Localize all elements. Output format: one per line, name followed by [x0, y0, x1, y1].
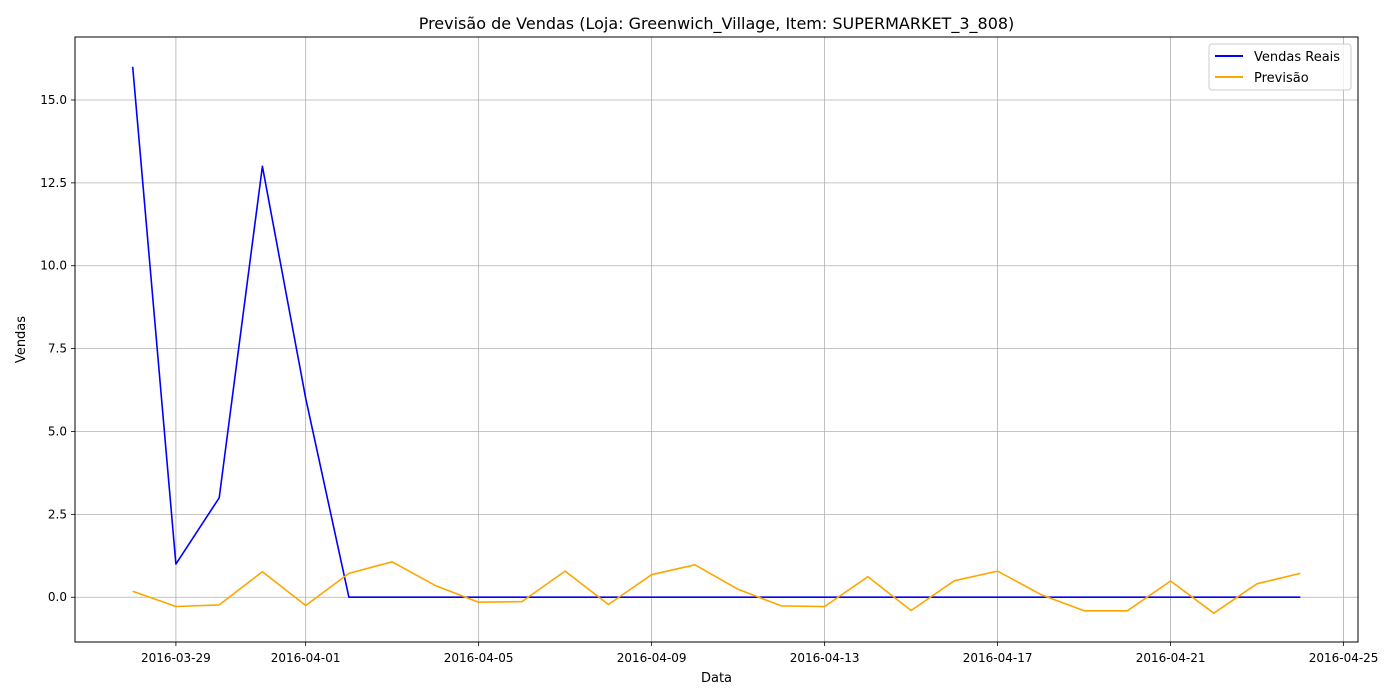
y-axis: 0.0 2.5 5.0 7.5 10.0 12.5 15.0: [40, 93, 75, 604]
y-axis-label: Vendas: [14, 316, 29, 363]
x-axis: 2016-03-29 2016-04-01 2016-04-05 2016-04-09…: [141, 642, 1378, 665]
x-tick-label: 2016-04-13: [790, 651, 860, 665]
y-tick-label: 15.0: [40, 93, 67, 107]
x-tick-label: 2016-03-29: [141, 651, 211, 665]
plot-frame: [74, 36, 1359, 643]
x-axis-label: Data: [701, 671, 732, 686]
grid-lines: [75, 37, 1358, 642]
y-tick-label: 7.5: [48, 342, 67, 356]
series-layer: [131, 66, 1301, 615]
chart-title: Previsão de Vendas (Loja: Greenwich_Vill…: [419, 14, 1015, 34]
legend-label-vendas-reais: Vendas Reais: [1254, 50, 1340, 65]
x-tick-label: 2016-04-25: [1309, 651, 1379, 665]
y-tick-label: 0.0: [48, 590, 67, 604]
series-line-vendas-reais: [131, 66, 1301, 599]
y-tick-label: 5.0: [48, 424, 67, 438]
series-line-previsao: [132, 560, 1301, 615]
legend-label-previsao: Previsão: [1254, 71, 1309, 86]
legend: Vendas Reais Previsão: [1208, 43, 1352, 91]
y-tick-label: 12.5: [40, 176, 67, 190]
legend-box: [1208, 43, 1352, 91]
x-tick-label: 2016-04-01: [271, 651, 341, 665]
x-tick-label: 2016-04-21: [1136, 651, 1206, 665]
y-tick-label: 10.0: [40, 259, 67, 273]
x-tick-label: 2016-04-09: [617, 651, 687, 665]
x-tick-label: 2016-04-05: [444, 651, 514, 665]
x-tick-label: 2016-04-17: [963, 651, 1033, 665]
y-tick-label: 2.5: [48, 507, 67, 521]
